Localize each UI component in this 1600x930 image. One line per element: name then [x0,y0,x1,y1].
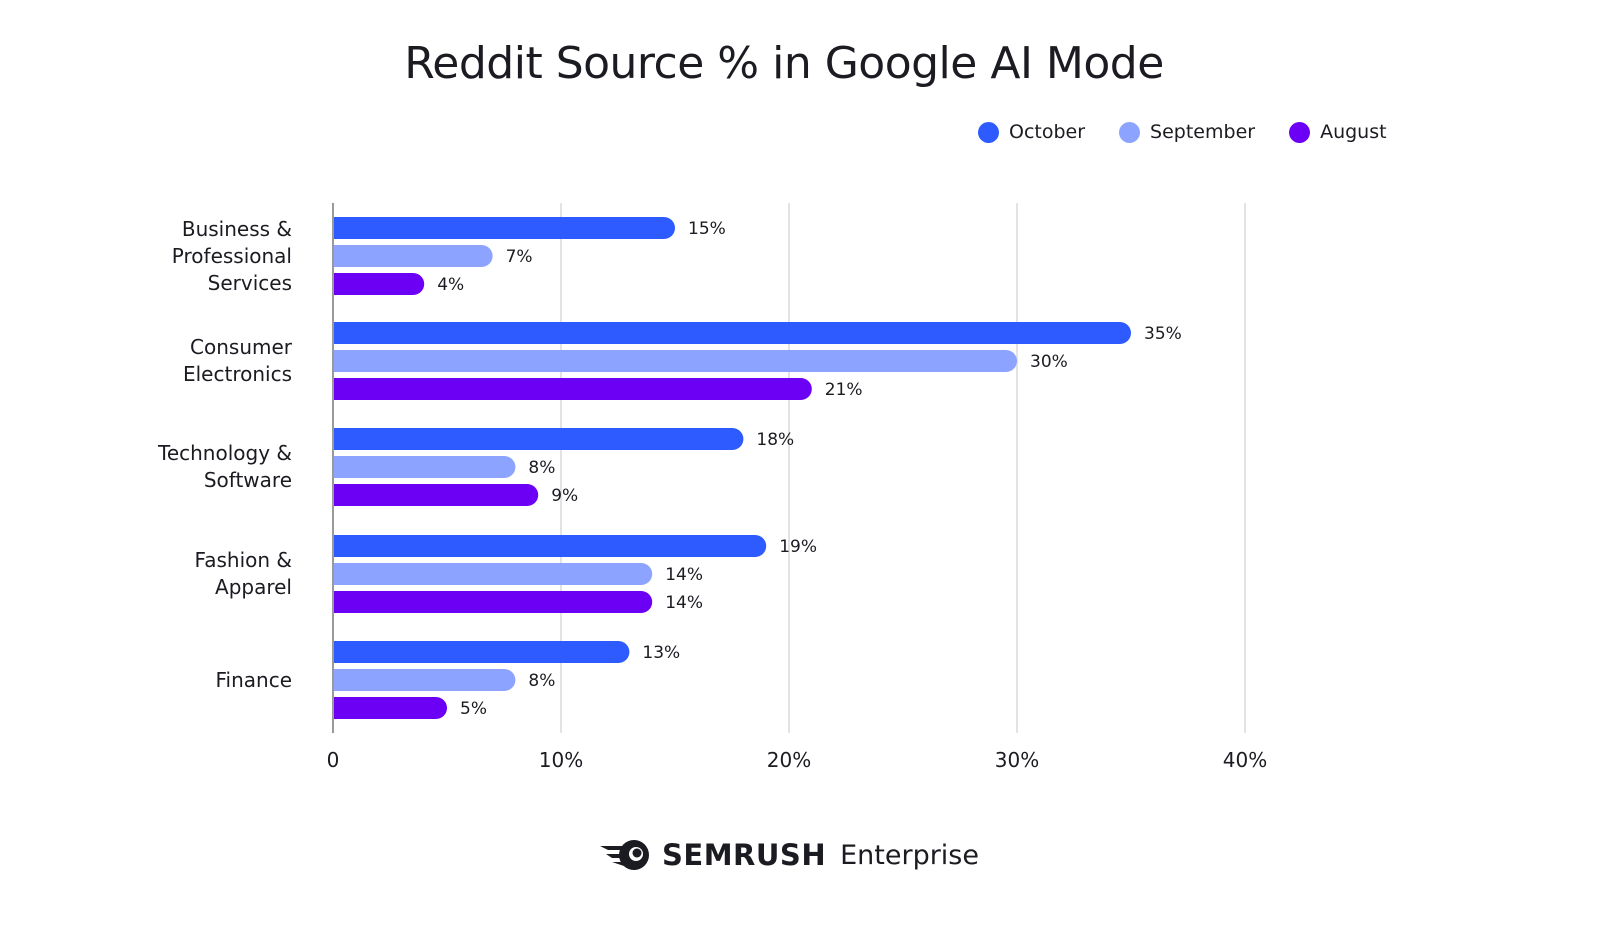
x-tick-label: 20% [767,748,811,772]
legend-label: September [1150,121,1256,143]
bar-september [333,245,493,267]
bar-october [333,535,767,557]
bar-august [333,697,447,719]
x-tick-label: 10% [539,748,583,772]
legend-item-september: September [1119,121,1255,143]
category-label: Technology & Software [158,441,292,492]
legend-item-august: August [1289,121,1387,143]
data-label: 30% [1030,352,1068,372]
data-label: 14% [665,593,703,613]
legend-label: August [1320,121,1387,143]
data-label: 5% [460,699,487,719]
bar-october [333,641,630,663]
legend-swatch [1289,121,1311,143]
x-tick-label: 0 [327,748,340,772]
category-label: Fashion & Apparel [194,548,292,599]
x-tick-label: 30% [995,748,1039,772]
bar-september [333,563,653,585]
brand-name: SEMRUSH [662,838,827,872]
legend: October September August [978,121,1387,143]
bar-august [333,273,425,295]
bar-september [333,669,516,691]
data-label: 21% [825,380,863,400]
category-label: Consumer Electronics [182,335,292,386]
data-label: 13% [642,643,680,663]
data-label: 7% [506,247,533,267]
chart-title: Reddit Source % in Google AI Mode [404,38,1164,89]
semrush-logo: SEMRUSH Enterprise [600,838,979,872]
data-label: 9% [551,486,578,506]
x-tick-label: 40% [1223,748,1267,772]
data-label: 8% [528,671,555,691]
data-label: 18% [756,430,794,450]
bar-october [333,428,744,450]
bar-chart: 0 10% 20% 30% 40% 15% 7% 4% 35% 30% 21% 18% 8% 9% 19% 1… [327,203,1267,772]
data-label: 15% [688,219,726,239]
data-label: 19% [779,537,817,557]
legend-label: October [1009,121,1086,143]
semrush-fireball-icon [600,840,649,870]
bar-october [333,217,675,239]
legend-swatch [978,121,999,143]
category-label: Business & Professional Services [171,216,292,295]
bar-september [333,456,516,478]
bar-august [333,484,539,506]
legend-swatch [1119,121,1141,143]
bar-october [333,322,1131,344]
data-label: 4% [437,275,464,295]
category-label: Finance [215,667,292,692]
bar-august [333,591,653,613]
bar-september [333,350,1017,372]
data-label: 14% [665,565,703,585]
brand-product: Enterprise [840,839,979,871]
legend-item-october: October [978,121,1085,143]
data-label: 35% [1144,324,1182,344]
data-label: 8% [528,458,555,478]
bar-august [333,378,812,400]
